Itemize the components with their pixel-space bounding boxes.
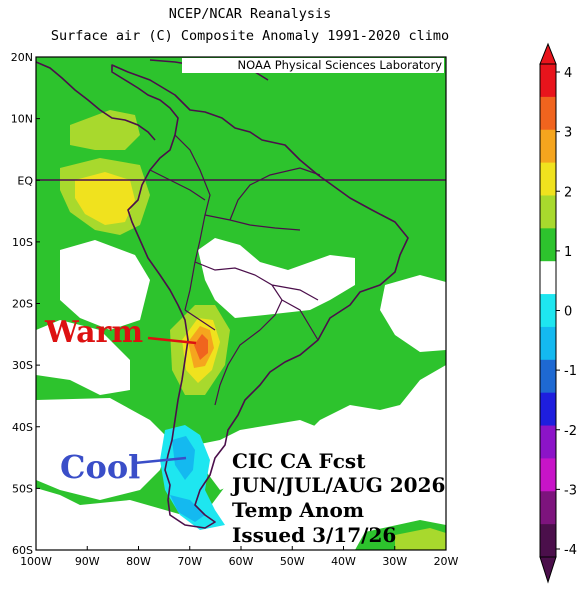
warm-label: Warm bbox=[44, 315, 143, 350]
cool-arrow bbox=[134, 456, 187, 465]
lon-tick-label: 80W bbox=[126, 555, 151, 568]
colorbar-tick-label: 1 bbox=[564, 245, 572, 260]
lat-tick-label: 20S bbox=[12, 298, 33, 311]
forecast-line: JUN/JUL/AUG 2026 bbox=[230, 473, 445, 497]
forecast-line: CIC CA Fcst bbox=[232, 449, 366, 473]
anomaly-region-light-blue bbox=[170, 495, 205, 522]
colorbar-tick-label: 2 bbox=[564, 185, 572, 200]
lat-tick-label: 10N bbox=[11, 113, 33, 126]
lon-tick-label: 90W bbox=[75, 555, 100, 568]
chart-subtitle: Surface air (C) Composite Anomaly 1991-2… bbox=[50, 28, 450, 44]
lat-axis-labels: 20N 10N EQ 10S 20S 30S 40S 50S 60S bbox=[11, 51, 40, 557]
anomaly-region-neutral bbox=[380, 275, 446, 352]
lon-tick-label: 60W bbox=[229, 555, 254, 568]
anomaly-region-light-green bbox=[395, 528, 446, 550]
map-field bbox=[36, 57, 446, 550]
colorbar-segment bbox=[540, 195, 556, 229]
lon-tick-label: 100W bbox=[20, 555, 52, 568]
colorbar-segment bbox=[540, 524, 556, 558]
lat-tick-label: EQ bbox=[17, 174, 33, 187]
anomaly-region-neutral bbox=[330, 405, 446, 550]
colorbar-segment bbox=[540, 425, 556, 459]
lon-tick-label: 30W bbox=[382, 555, 407, 568]
anomaly-region-neutral bbox=[60, 240, 150, 330]
colorbar-segment bbox=[540, 392, 556, 427]
lon-axis-labels: 100W 90W 80W 70W 60W 50W 40W 30W 20W bbox=[20, 546, 459, 568]
colorbar: 4 3 2 1 0 -1 -2 -3 -4 bbox=[539, 42, 577, 584]
anomaly-region-neutral bbox=[36, 320, 130, 395]
colorbar-top-arrow bbox=[539, 42, 557, 65]
anomaly-region-yellow bbox=[75, 172, 135, 225]
lat-tick-label: 60S bbox=[12, 544, 33, 557]
lon-tick-label: 20W bbox=[434, 555, 459, 568]
colorbar-tick-label: -2 bbox=[564, 424, 577, 439]
colorbar-tick-label: -3 bbox=[564, 483, 577, 498]
cool-label: Cool bbox=[60, 448, 140, 486]
colorbar-segment bbox=[540, 326, 556, 361]
colorbar-segment bbox=[540, 294, 556, 328]
warm-arrow bbox=[147, 336, 197, 345]
colorbar-segment bbox=[540, 162, 556, 196]
anomaly-region-neutral bbox=[36, 398, 170, 500]
lon-tick-label: 70W bbox=[177, 555, 202, 568]
coastline bbox=[111, 64, 409, 529]
colorbar-segment bbox=[540, 228, 556, 262]
lat-tick-label: 40S bbox=[12, 421, 33, 434]
forecast-line: Temp Anom bbox=[232, 498, 364, 522]
colorbar-tick-label: 0 bbox=[564, 305, 572, 320]
colorbar-tick-label: -4 bbox=[564, 543, 577, 558]
lon-tick-label: 50W bbox=[280, 555, 305, 568]
anomaly-region-neutral bbox=[198, 238, 355, 318]
colorbar-tick-label: 4 bbox=[564, 66, 572, 81]
coastline-central-america bbox=[36, 61, 156, 141]
credit-label: NOAA Physical Sciences Laboratory bbox=[238, 58, 443, 72]
credit-box bbox=[182, 58, 444, 73]
colorbar-segment bbox=[540, 129, 556, 164]
lon-tick-label: 40W bbox=[331, 555, 356, 568]
colorbar-tick-label: -1 bbox=[564, 364, 577, 379]
colorbar-segment bbox=[540, 359, 556, 394]
colorbar-tick-label: 3 bbox=[564, 126, 572, 141]
colorbar-bottom-arrow bbox=[539, 556, 557, 584]
lat-tick-label: 30S bbox=[12, 359, 33, 372]
lat-tick-label: 20N bbox=[11, 51, 33, 64]
colorbar-segment bbox=[540, 458, 556, 492]
colorbar-segment bbox=[540, 64, 556, 98]
chart-title: NCEP/NCAR Reanalysis bbox=[168, 6, 332, 22]
colorbar-segment bbox=[540, 261, 556, 295]
colorbar-segment bbox=[540, 491, 556, 525]
forecast-text: CIC CA Fcst JUN/JUL/AUG 2026 Temp Anom I… bbox=[230, 449, 445, 547]
forecast-line: Issued 3/17/26 bbox=[232, 523, 396, 547]
anomaly-region-neutral bbox=[36, 500, 240, 550]
lat-tick-label: 50S bbox=[12, 482, 33, 495]
anomaly-region-red bbox=[194, 334, 208, 360]
lat-tick-label: 10S bbox=[12, 236, 33, 249]
colorbar-segment bbox=[540, 96, 556, 131]
